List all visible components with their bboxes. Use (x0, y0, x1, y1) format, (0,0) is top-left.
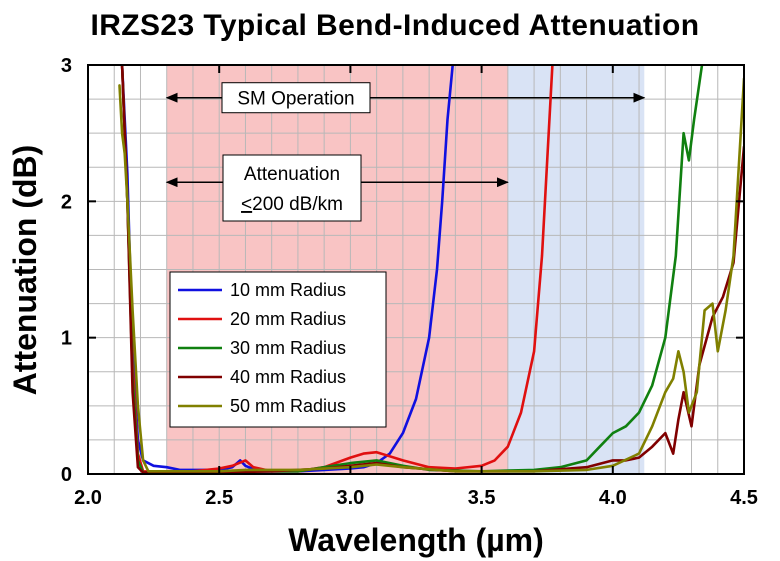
x-tick-label: 2.5 (205, 487, 233, 509)
y-tick-label: 2 (61, 191, 72, 213)
y-tick-label: 3 (61, 55, 72, 77)
sm-operation-label-box (221, 82, 371, 114)
attenuation-threshold-value: 200 dB/km (252, 194, 343, 215)
legend-box (169, 271, 387, 428)
axis-ticks: 2.0 2.5 3.0 3.5 4.0 4.5 0 1 2 3 (61, 55, 758, 509)
legend-label-4: 40 mm Radius (230, 367, 346, 387)
x-tick-label: 3.5 (468, 487, 496, 509)
legend-label-3: 30 mm Radius (230, 338, 346, 358)
legend-label-5: 50 mm Radius (230, 396, 346, 416)
series-line-5 (118, 77, 744, 473)
y-axis-title: Attenuation (dB) (7, 145, 43, 396)
x-tick-label: 3.0 (336, 487, 364, 509)
attenuation-spec-label-line2: <200 dB/km (241, 194, 343, 215)
legend-label-1: 10 mm Radius (230, 280, 346, 300)
less-than-or-equal-symbol: < (241, 194, 252, 215)
x-axis-title: Wavelength (µm) (288, 522, 543, 558)
attenuation-spec-label-line1: Attenuation (244, 164, 340, 185)
attenuation-spec-label-box (222, 154, 362, 222)
y-tick-label: 1 (61, 328, 72, 350)
plot-frame (87, 64, 745, 475)
data-series (118, 65, 744, 474)
sm-operation-label: SM Operation (237, 89, 354, 110)
legend-label-2: 20 mm Radius (230, 309, 346, 329)
chart-title: IRZS23 Typical Bend-Induced Attenuation (91, 9, 700, 42)
x-tick-label: 4.5 (730, 487, 758, 509)
legend: 10 mm Radius 20 mm Radius 30 mm Radius 40 m… (169, 271, 387, 428)
annotations: SM Operation Attenuation <200 dB/km (165, 82, 646, 222)
x-tick-label: 2.0 (74, 487, 102, 509)
y-tick-label: 0 (61, 464, 72, 486)
x-tick-label: 4.0 (599, 487, 627, 509)
